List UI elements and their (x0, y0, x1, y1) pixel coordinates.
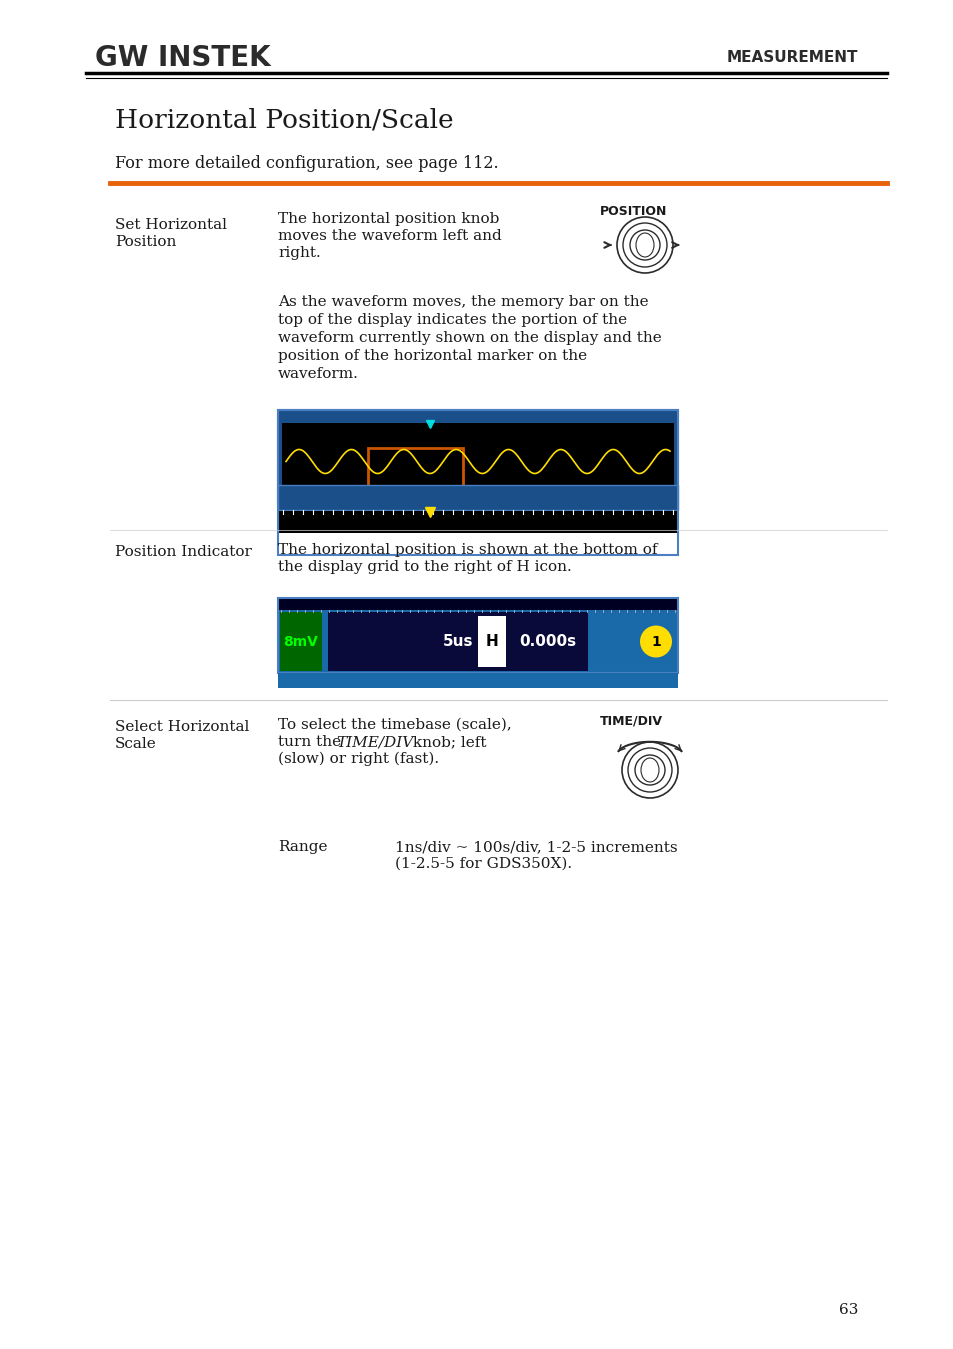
Text: (slow) or right (fast).: (slow) or right (fast). (277, 751, 438, 766)
FancyBboxPatch shape (277, 673, 678, 688)
Text: For more detailed configuration, see page 112.: For more detailed configuration, see pag… (115, 155, 498, 171)
Text: TIME/DIV: TIME/DIV (335, 735, 413, 749)
Text: right.: right. (277, 246, 320, 260)
Text: Range: Range (277, 840, 327, 854)
Text: moves the waveform left and: moves the waveform left and (277, 229, 501, 243)
Text: waveform currently shown on the display and the: waveform currently shown on the display … (277, 331, 661, 345)
Text: POSITION: POSITION (599, 205, 667, 219)
FancyBboxPatch shape (277, 410, 678, 505)
Text: Scale: Scale (115, 737, 156, 751)
Text: 63: 63 (838, 1303, 857, 1317)
FancyBboxPatch shape (282, 424, 673, 500)
Text: Position Indicator: Position Indicator (115, 545, 252, 558)
Text: TIME/DIV: TIME/DIV (599, 715, 662, 728)
Text: turn the: turn the (277, 735, 346, 749)
Text: 5us: 5us (442, 634, 473, 649)
FancyBboxPatch shape (277, 598, 678, 610)
Text: 1ns/div ~ 100s/div, 1-2-5 increments: 1ns/div ~ 100s/div, 1-2-5 increments (395, 840, 677, 854)
FancyBboxPatch shape (277, 486, 678, 510)
Text: knob; left: knob; left (408, 735, 486, 749)
Text: 8mV: 8mV (283, 634, 318, 649)
Text: The horizontal position is shown at the bottom of: The horizontal position is shown at the … (277, 544, 657, 557)
Text: GW INSTEK: GW INSTEK (95, 45, 271, 71)
Text: waveform.: waveform. (277, 367, 358, 380)
Text: Position: Position (115, 235, 176, 250)
Text: (1-2.5-5 for GDS350X).: (1-2.5-5 for GDS350X). (395, 857, 572, 871)
Text: Set Horizontal: Set Horizontal (115, 219, 227, 232)
FancyBboxPatch shape (280, 612, 322, 670)
Text: To select the timebase (scale),: To select the timebase (scale), (277, 718, 511, 733)
Bar (277, 598, 678, 673)
Text: Select Horizontal: Select Horizontal (115, 720, 249, 734)
FancyBboxPatch shape (277, 511, 678, 533)
Text: H: H (485, 634, 497, 649)
Text: MEASUREMENT: MEASUREMENT (726, 50, 857, 66)
FancyBboxPatch shape (477, 616, 505, 666)
Text: Horizontal Position/Scale: Horizontal Position/Scale (115, 108, 453, 132)
Circle shape (639, 626, 671, 657)
Text: The horizontal position knob: The horizontal position knob (277, 212, 498, 227)
FancyBboxPatch shape (277, 610, 678, 673)
Text: top of the display indicates the portion of the: top of the display indicates the portion… (277, 313, 626, 326)
Text: 1: 1 (651, 634, 660, 649)
Text: As the waveform moves, the memory bar on the: As the waveform moves, the memory bar on… (277, 295, 648, 309)
Text: position of the horizontal marker on the: position of the horizontal marker on the (277, 349, 586, 363)
Text: 0.000s: 0.000s (518, 634, 576, 649)
FancyBboxPatch shape (328, 612, 587, 670)
Bar (277, 410, 678, 554)
Text: the display grid to the right of H icon.: the display grid to the right of H icon. (277, 560, 571, 575)
